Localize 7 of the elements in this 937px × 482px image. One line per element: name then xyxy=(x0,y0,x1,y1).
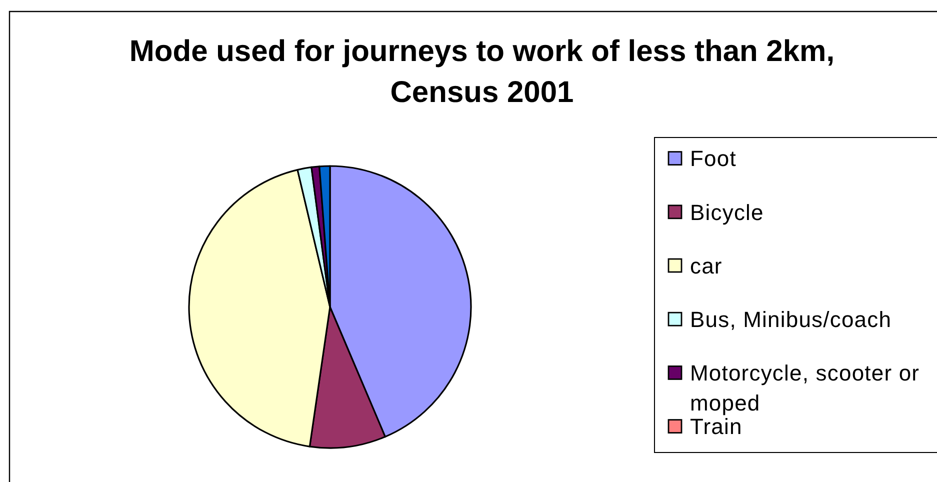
chart-title: Mode used for journeys to work of less than 2km, Census 2001 xyxy=(129,35,835,109)
legend-label: Bicycle xyxy=(690,200,764,225)
legend-label: Train xyxy=(690,414,742,440)
legend-label: Bus, Minibus/coach xyxy=(690,307,892,332)
legend-label: Motorcycle, scooter or moped xyxy=(690,360,920,416)
legend-label: Foot xyxy=(690,146,736,172)
legend-label: car xyxy=(690,253,722,278)
